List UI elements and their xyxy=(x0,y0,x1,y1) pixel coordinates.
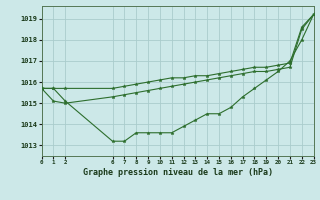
X-axis label: Graphe pression niveau de la mer (hPa): Graphe pression niveau de la mer (hPa) xyxy=(83,168,273,177)
